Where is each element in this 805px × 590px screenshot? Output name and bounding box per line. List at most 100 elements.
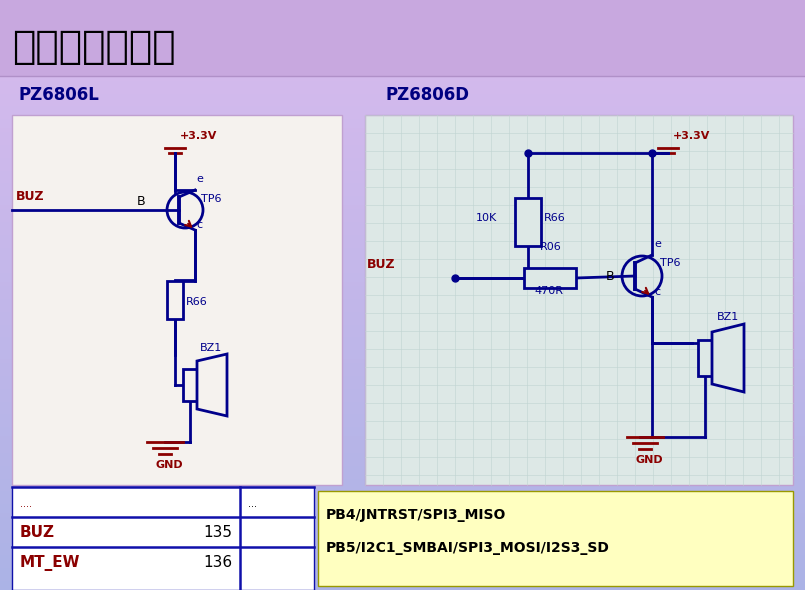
Text: BZ1: BZ1 [717, 312, 739, 322]
Bar [0, 141, 805, 142]
Bar [0, 14, 805, 15]
Bar [0, 94, 805, 95]
Bar [0, 80, 805, 81]
Bar [0, 547, 805, 548]
Bar [0, 15, 805, 16]
Bar [0, 48, 805, 49]
Bar [0, 514, 805, 515]
Bar [0, 369, 805, 370]
Bar [0, 184, 805, 185]
Bar [0, 57, 805, 58]
Bar [0, 529, 805, 530]
Bar [0, 142, 805, 143]
Bar [0, 93, 805, 94]
Bar [0, 267, 805, 268]
Bar [0, 549, 805, 550]
Bar [0, 499, 805, 500]
Bar [0, 228, 805, 229]
Bar [0, 321, 805, 322]
Bar [0, 532, 805, 533]
Bar [0, 91, 805, 92]
Bar [0, 387, 805, 388]
Bar [0, 295, 805, 296]
Bar [0, 537, 805, 538]
Bar [0, 112, 805, 113]
Bar [0, 486, 805, 487]
Bar [0, 207, 805, 208]
Bar [0, 230, 805, 231]
Bar [0, 252, 805, 253]
Polygon shape [197, 354, 227, 416]
Bar [0, 256, 805, 257]
Text: BUZ: BUZ [20, 525, 55, 540]
Bar [0, 244, 805, 245]
Bar [0, 577, 805, 578]
Bar [0, 118, 805, 119]
Bar [0, 484, 805, 485]
Bar [0, 287, 805, 288]
Bar [0, 570, 805, 571]
Bar [0, 125, 805, 126]
Bar [0, 83, 805, 84]
Bar [0, 215, 805, 216]
Bar [0, 122, 805, 123]
Bar [0, 333, 805, 334]
Bar [0, 402, 805, 403]
Bar [0, 420, 805, 421]
Bar [0, 437, 805, 438]
Bar [0, 177, 805, 178]
Polygon shape [712, 324, 744, 392]
Bar [0, 109, 805, 110]
Bar [0, 374, 805, 375]
Bar [0, 246, 805, 247]
Bar [0, 323, 805, 324]
Bar [0, 348, 805, 349]
Bar [0, 2, 805, 3]
Bar [0, 579, 805, 580]
Bar [0, 447, 805, 448]
Bar [0, 491, 805, 492]
Bar [0, 232, 805, 233]
Bar [0, 506, 805, 507]
Bar [0, 535, 805, 536]
Bar [0, 403, 805, 404]
Bar [0, 365, 805, 366]
Bar [0, 487, 805, 488]
Bar [0, 145, 805, 146]
Bar [0, 273, 805, 274]
Bar [0, 74, 805, 75]
Bar [0, 157, 805, 158]
Bar [0, 226, 805, 227]
Bar [0, 407, 805, 408]
Text: R06: R06 [540, 242, 562, 252]
Bar [0, 337, 805, 338]
Bar [0, 237, 805, 238]
Bar [0, 359, 805, 360]
Bar [0, 182, 805, 183]
Bar [0, 413, 805, 414]
Bar [0, 243, 805, 244]
Bar [0, 270, 805, 271]
Bar [0, 314, 805, 315]
Bar [0, 324, 805, 325]
Bar [0, 336, 805, 337]
Bar [0, 512, 805, 513]
Bar [0, 189, 805, 190]
Bar [0, 217, 805, 218]
Bar [0, 450, 805, 451]
Bar [0, 51, 805, 52]
Bar [0, 332, 805, 333]
Bar [0, 534, 805, 535]
Bar [0, 585, 805, 586]
Bar [0, 32, 805, 33]
Bar [0, 571, 805, 572]
Bar [0, 247, 805, 248]
Bar [0, 129, 805, 130]
Bar [0, 302, 805, 303]
Bar [0, 116, 805, 117]
Text: 10K: 10K [476, 213, 497, 223]
Bar [0, 318, 805, 319]
Bar [0, 110, 805, 111]
Bar [0, 456, 805, 457]
Bar [0, 320, 805, 321]
